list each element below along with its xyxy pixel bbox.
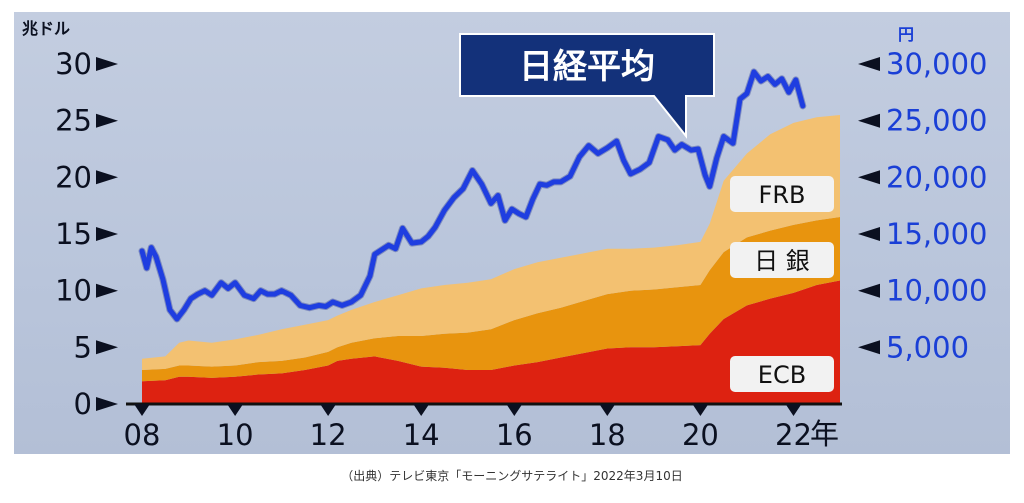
legend-boj: 日 銀 xyxy=(730,242,834,278)
right-tick-arrow xyxy=(858,340,880,355)
chart-svg: 0 5 10 15 20 25 30 5,000 10,000 15,000 20,000 25,0… xyxy=(22,19,987,452)
x-tick-arrow xyxy=(506,404,523,416)
right-axis-unit: 円 xyxy=(898,25,914,44)
left-tick-arrow xyxy=(96,227,118,241)
left-axis-unit: 兆ドル xyxy=(22,19,70,38)
x-ticks: 08 10 12 14 16 18 20 22 xyxy=(124,404,812,452)
x-tick-arrow xyxy=(320,404,337,416)
left-tick-label: 10 xyxy=(55,274,92,308)
legend-frb-label: FRB xyxy=(759,181,806,209)
legend-ecb-label: ECB xyxy=(758,361,806,389)
right-tick-arrow xyxy=(858,170,880,185)
right-tick-label: 20,000 xyxy=(886,160,987,194)
x-tick-label: 20 xyxy=(682,418,719,452)
stacked-area-layer xyxy=(142,115,840,404)
x-tick-label: 18 xyxy=(589,418,626,452)
chart-panel: 0 5 10 15 20 25 30 5,000 10,000 15,000 20,000 25,0… xyxy=(14,12,1010,454)
legend-ecb-box xyxy=(730,356,834,392)
right-tick-arrow xyxy=(858,283,880,298)
area-series-1 xyxy=(142,217,840,382)
x-tick-label: 08 xyxy=(124,418,161,452)
right-tick-label: 15,000 xyxy=(886,217,987,251)
area-series-0 xyxy=(142,280,840,404)
x-tick-arrow xyxy=(134,404,150,416)
x-tick-label: 22 xyxy=(775,418,812,452)
right-tick-label: 30,000 xyxy=(886,47,987,81)
left-tick-label: 15 xyxy=(55,217,92,251)
right-tick-label: 5,000 xyxy=(886,330,969,364)
left-tick-arrow xyxy=(96,397,118,411)
x-tick-arrow xyxy=(227,404,244,416)
left-tick-arrow xyxy=(96,283,118,298)
nikkei-line-layer xyxy=(138,68,807,323)
legend-frb-box xyxy=(730,176,834,212)
right-tick-arrow xyxy=(858,113,880,128)
x-tick-arrow xyxy=(599,404,616,416)
right-tick-arrow xyxy=(858,57,880,71)
left-tick-label: 30 xyxy=(55,47,92,81)
right-tick-label: 10,000 xyxy=(886,274,987,308)
left-tick-label: 0 xyxy=(74,387,92,421)
legend-boj-box xyxy=(730,242,834,278)
right-tick-label: 25,000 xyxy=(886,104,987,138)
legend-ecb: ECB xyxy=(730,356,834,392)
left-tick-label: 25 xyxy=(55,104,92,138)
x-tick-label: 14 xyxy=(403,418,440,452)
legend-frb: FRB xyxy=(730,176,834,212)
left-tick-arrow xyxy=(96,57,118,71)
left-tick-label: 20 xyxy=(55,160,92,194)
left-tick-arrow xyxy=(96,170,118,185)
left-tick-arrow xyxy=(96,340,118,355)
legend-boj-label: 日 銀 xyxy=(754,247,810,275)
x-tick-arrow xyxy=(413,404,430,416)
x-tick-arrow xyxy=(692,404,709,416)
x-tick-label: 16 xyxy=(496,418,533,452)
x-tick-arrow xyxy=(785,404,802,416)
left-y-ticks: 0 5 10 15 20 25 30 xyxy=(55,47,118,421)
nikkei-line xyxy=(139,69,806,322)
left-tick-arrow xyxy=(96,113,118,128)
title-callout: 日経平均 xyxy=(459,33,715,139)
x-tick-label: 12 xyxy=(310,418,347,452)
right-tick-arrow xyxy=(858,227,880,241)
source-caption: （出典）テレビ東京「モーニングサテライト」2022年3月10日 xyxy=(341,469,683,483)
x-axis-suffix: 年 xyxy=(810,417,839,451)
left-tick-label: 5 xyxy=(74,330,92,364)
area-series-2 xyxy=(142,115,840,370)
x-tick-label: 10 xyxy=(217,418,254,452)
chart-title: 日経平均 xyxy=(519,47,655,87)
right-y-ticks: 5,000 10,000 15,000 20,000 25,000 30,000 xyxy=(858,47,987,364)
